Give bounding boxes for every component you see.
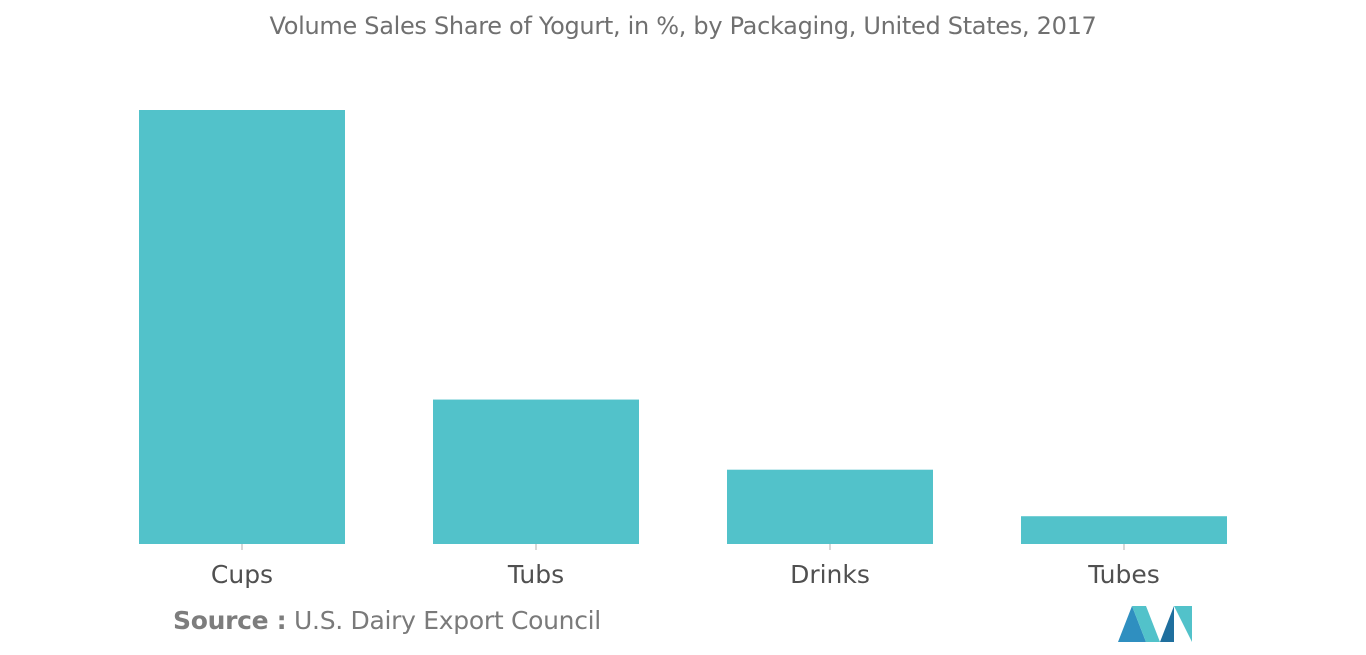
- bar-tubs: [433, 399, 639, 544]
- source-prefix: Source :: [173, 606, 287, 635]
- x-label-cups: Cups: [211, 560, 273, 589]
- x-label-drinks: Drinks: [790, 560, 870, 589]
- bars-layer: [139, 110, 1227, 544]
- x-axis-ticks: [241, 544, 1125, 550]
- x-label-tubs: Tubs: [507, 560, 564, 589]
- source-note: Source : U.S. Dairy Export Council: [173, 606, 601, 635]
- bar-drinks: [727, 469, 933, 544]
- chart-title: Volume Sales Share of Yogurt, in %, by P…: [269, 12, 1097, 40]
- bar-cups: [139, 110, 345, 544]
- x-label-tubes: Tubes: [1087, 560, 1160, 589]
- bar-tubes: [1021, 516, 1227, 544]
- source-text: U.S. Dairy Export Council: [294, 606, 601, 635]
- mordor-intelligence-logo-icon: [1118, 606, 1192, 646]
- x-axis-labels: Cups Tubs Drinks Tubes: [211, 560, 1160, 589]
